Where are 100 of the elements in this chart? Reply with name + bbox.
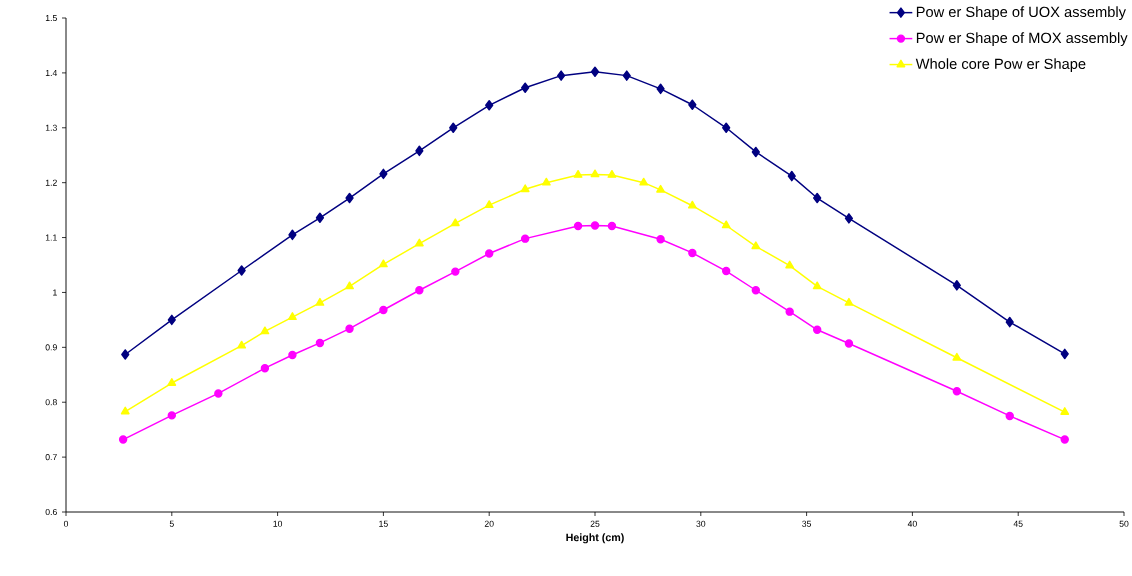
point [520, 184, 530, 193]
point [639, 177, 649, 186]
point [315, 212, 325, 224]
point [721, 220, 731, 229]
legend-label: Whole core Pow er Shape [915, 58, 1086, 72]
y-tick-label: 1.1 [45, 234, 57, 241]
legend-label: Pow er Shape of UOX assembly [916, 6, 1126, 20]
point [121, 349, 130, 360]
point [622, 70, 631, 81]
point [573, 221, 583, 231]
point [484, 200, 494, 209]
x-tick-label: 45 [1013, 520, 1023, 527]
point [260, 363, 270, 373]
point [687, 200, 697, 209]
point [315, 297, 325, 306]
point [722, 122, 731, 134]
point [607, 221, 617, 231]
point [656, 235, 665, 244]
point [1060, 435, 1069, 444]
point [813, 192, 822, 204]
point [237, 340, 247, 349]
point [844, 213, 854, 224]
point [557, 70, 566, 81]
point [590, 169, 600, 178]
point [214, 389, 223, 398]
point [315, 338, 325, 348]
point [379, 168, 388, 180]
point [378, 259, 388, 268]
y-tick-label: 1.3 [45, 124, 57, 131]
y-tick-label: 1.5 [45, 15, 57, 22]
point [688, 248, 697, 258]
point [785, 307, 794, 316]
point [844, 339, 854, 348]
point [287, 312, 297, 321]
y-tick-label: 0.8 [45, 399, 57, 406]
point [485, 249, 494, 258]
point [345, 324, 354, 333]
point [1005, 411, 1014, 421]
x-axis-title: Height (cm) [566, 533, 624, 544]
y-tick-label: 0.7 [45, 454, 57, 461]
point [844, 297, 854, 306]
point [812, 325, 822, 334]
x-tick-label: 20 [484, 520, 494, 527]
point [450, 218, 460, 227]
point [288, 350, 297, 360]
point [785, 260, 795, 269]
point [521, 82, 530, 93]
point [520, 234, 530, 243]
point [167, 314, 176, 326]
point [288, 229, 297, 241]
x-tick-label: 0 [63, 520, 69, 527]
x-tick-label: 40 [907, 520, 917, 527]
point [952, 280, 961, 291]
point [590, 66, 600, 78]
y-tick-label: 0.6 [45, 508, 57, 516]
point [751, 146, 760, 158]
point [1005, 316, 1014, 328]
legend-label: Pow er Shape of MOX assembly [916, 32, 1128, 46]
y-tick-label: 1 [53, 289, 57, 296]
point [952, 352, 962, 361]
point [787, 170, 796, 182]
point [688, 99, 697, 111]
point [952, 387, 962, 396]
x-tick-label: 50 [1119, 520, 1129, 527]
point [751, 286, 761, 295]
point [1060, 348, 1069, 360]
point [414, 238, 424, 247]
point [167, 411, 177, 420]
point [260, 326, 270, 335]
point [656, 184, 666, 193]
point [590, 221, 600, 230]
point [721, 266, 731, 276]
x-tick-label: 35 [802, 520, 812, 527]
point [345, 192, 354, 204]
point [812, 281, 822, 290]
x-tick-label: 5 [169, 520, 174, 527]
point [1060, 407, 1070, 415]
y-tick-label: 1.4 [45, 69, 58, 76]
point [607, 169, 617, 178]
point [451, 267, 460, 276]
point [120, 406, 130, 415]
x-tick-label: 30 [696, 520, 706, 527]
point [573, 169, 583, 178]
x-tick-label: 25 [590, 520, 600, 527]
x-tick-label: 15 [379, 520, 388, 527]
point [415, 286, 424, 295]
point [751, 241, 761, 250]
point [415, 145, 424, 157]
point [656, 83, 665, 95]
point [118, 435, 128, 444]
point [379, 305, 388, 315]
x-tick-label: 10 [273, 520, 283, 527]
y-tick-label: 0.9 [45, 344, 57, 351]
point [541, 177, 551, 186]
point [237, 265, 246, 276]
point [345, 281, 354, 290]
y-tick-label: 1.2 [45, 179, 57, 186]
point [449, 122, 458, 134]
point [485, 100, 494, 111]
point [167, 378, 177, 386]
